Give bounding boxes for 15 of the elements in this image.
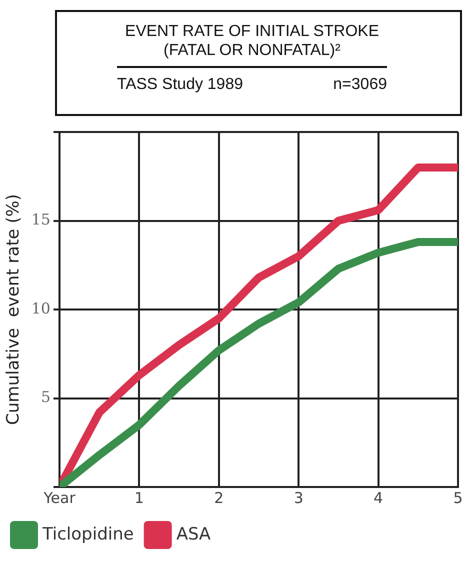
- legend-label: Ticlopidine: [42, 524, 134, 544]
- y-axis-title: Cumulative event rate (%): [4, 194, 24, 426]
- text: n=3069: [333, 76, 387, 94]
- x-tick-label: 5: [453, 488, 463, 507]
- chart-subtitle: TASS Study 1989: [117, 76, 243, 94]
- x-tick-label: 1: [134, 488, 144, 507]
- x-tick-label: 2: [214, 488, 224, 507]
- x-tick-label: 4: [374, 488, 384, 507]
- y-tick-label: 10: [31, 299, 50, 318]
- x-tick-label: Year: [42, 488, 76, 507]
- legend-label: ASA: [176, 524, 212, 544]
- chart-title: EVENT RATE OF INITIAL STROKE (FATAL OR NONFATAL)²: [117, 22, 387, 68]
- x-tick-label: 3: [294, 488, 304, 507]
- y-tick-label: 15: [31, 210, 50, 229]
- y-tick-label: 5: [40, 388, 50, 406]
